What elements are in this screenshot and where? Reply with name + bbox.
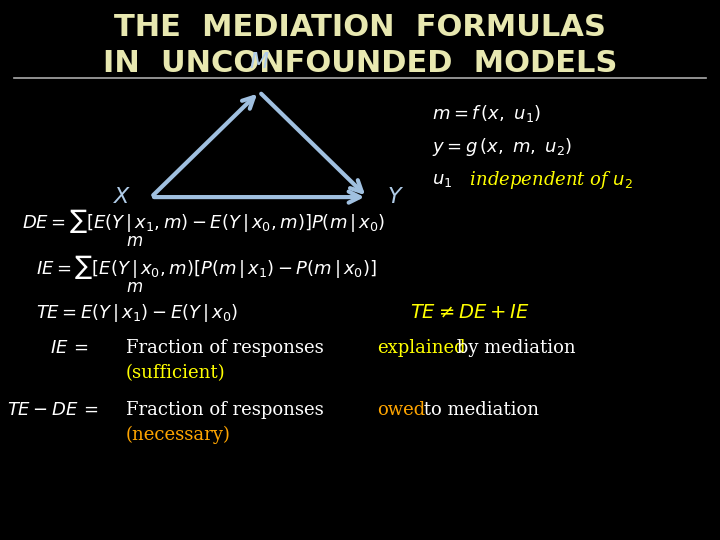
Text: $m = f\,(x,\ u_1)$: $m = f\,(x,\ u_1)$ bbox=[432, 103, 541, 124]
Text: $IE\, =$: $IE\, =$ bbox=[50, 339, 89, 357]
Text: $TE \neq DE + IE$: $TE \neq DE + IE$ bbox=[410, 304, 530, 322]
Text: Fraction of responses: Fraction of responses bbox=[126, 339, 330, 357]
Text: to mediation: to mediation bbox=[418, 401, 539, 420]
Text: Fraction of responses: Fraction of responses bbox=[126, 401, 330, 420]
Text: independent of $u_2$: independent of $u_2$ bbox=[464, 170, 634, 191]
Text: $TE - DE\, =$: $TE - DE\, =$ bbox=[7, 401, 99, 420]
Text: THE  MEDIATION  FORMULAS: THE MEDIATION FORMULAS bbox=[114, 14, 606, 43]
Text: $u_1$: $u_1$ bbox=[432, 171, 452, 190]
Text: $X$: $X$ bbox=[113, 186, 132, 208]
Text: IN  UNCONFOUNDED  MODELS: IN UNCONFOUNDED MODELS bbox=[103, 49, 617, 78]
Text: (necessary): (necessary) bbox=[126, 426, 231, 444]
Text: (sufficient): (sufficient) bbox=[126, 363, 225, 382]
Text: $IE = \sum[E(Y\,|\,x_0,m)[P(m\,|\,x_1) - P(m\,|\,x_0)]$: $IE = \sum[E(Y\,|\,x_0,m)[P(m\,|\,x_1) -… bbox=[36, 253, 377, 281]
Text: $m$: $m$ bbox=[126, 233, 143, 250]
Text: by mediation: by mediation bbox=[451, 339, 576, 357]
Text: owed: owed bbox=[377, 401, 426, 420]
Text: $m$: $m$ bbox=[126, 279, 143, 296]
Text: $TE = E(Y\,|\,x_1) - E(Y\,|\,x_0)$: $TE = E(Y\,|\,x_1) - E(Y\,|\,x_0)$ bbox=[36, 302, 238, 324]
Text: $M$: $M$ bbox=[249, 51, 269, 73]
Text: $DE = \sum[E(Y\,|\,x_1,m) - E(Y\,|\,x_0,m)]P(m\,|\,x_0)$: $DE = \sum[E(Y\,|\,x_1,m) - E(Y\,|\,x_0,… bbox=[22, 207, 384, 235]
Text: $y = g\,(x,\ m,\ u_2)$: $y = g\,(x,\ m,\ u_2)$ bbox=[432, 136, 572, 158]
Text: $Y$: $Y$ bbox=[387, 186, 405, 208]
Text: explained: explained bbox=[377, 339, 466, 357]
